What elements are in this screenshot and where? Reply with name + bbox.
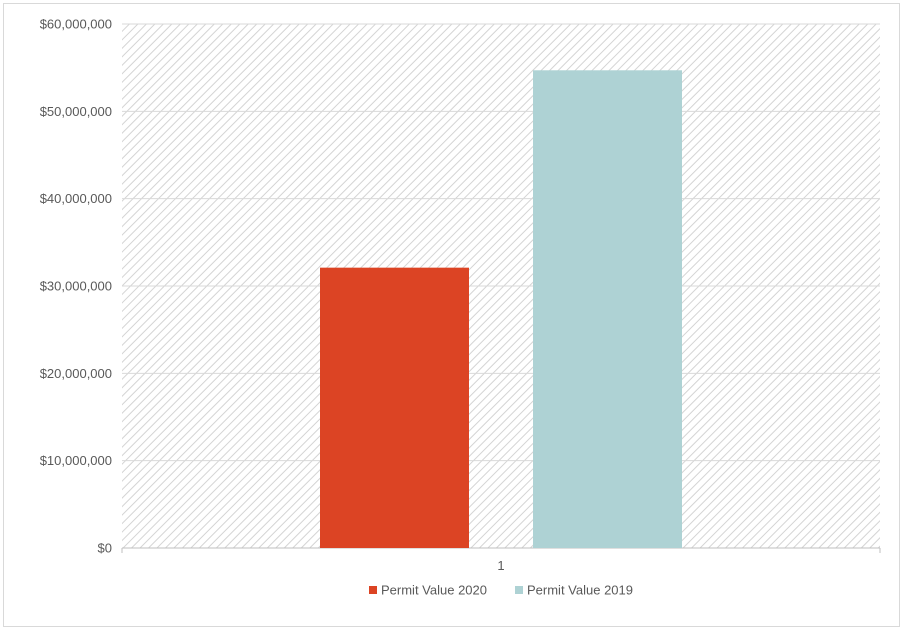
legend-label: Permit Value 2019	[527, 583, 633, 598]
legend-item: Permit Value 2020	[369, 583, 487, 598]
bars	[320, 70, 682, 548]
legend-swatch	[515, 586, 523, 594]
legend: Permit Value 2020 Permit Value 2019	[369, 583, 633, 598]
bar-permit-value-2019	[533, 70, 682, 548]
y-tick-label: $50,000,000	[40, 104, 112, 119]
y-tick-label: $30,000,000	[40, 279, 112, 294]
x-tick-label: 1	[497, 558, 504, 573]
y-tick-label: $40,000,000	[40, 191, 112, 206]
y-tick-label: $60,000,000	[40, 17, 112, 32]
bar-permit-value-2020	[320, 267, 469, 548]
y-axis: $0 $10,000,000 $20,000,000 $30,000,000 $40,0…	[40, 17, 112, 556]
y-tick-label: $10,000,000	[40, 453, 112, 468]
legend-swatch	[369, 586, 377, 594]
legend-item: Permit Value 2019	[515, 583, 633, 598]
x-axis: 1	[121, 547, 881, 573]
legend-label: Permit Value 2020	[381, 583, 487, 598]
y-tick-label: $20,000,000	[40, 366, 112, 381]
gridlines	[122, 23, 880, 549]
y-tick-label: $0	[98, 541, 112, 556]
